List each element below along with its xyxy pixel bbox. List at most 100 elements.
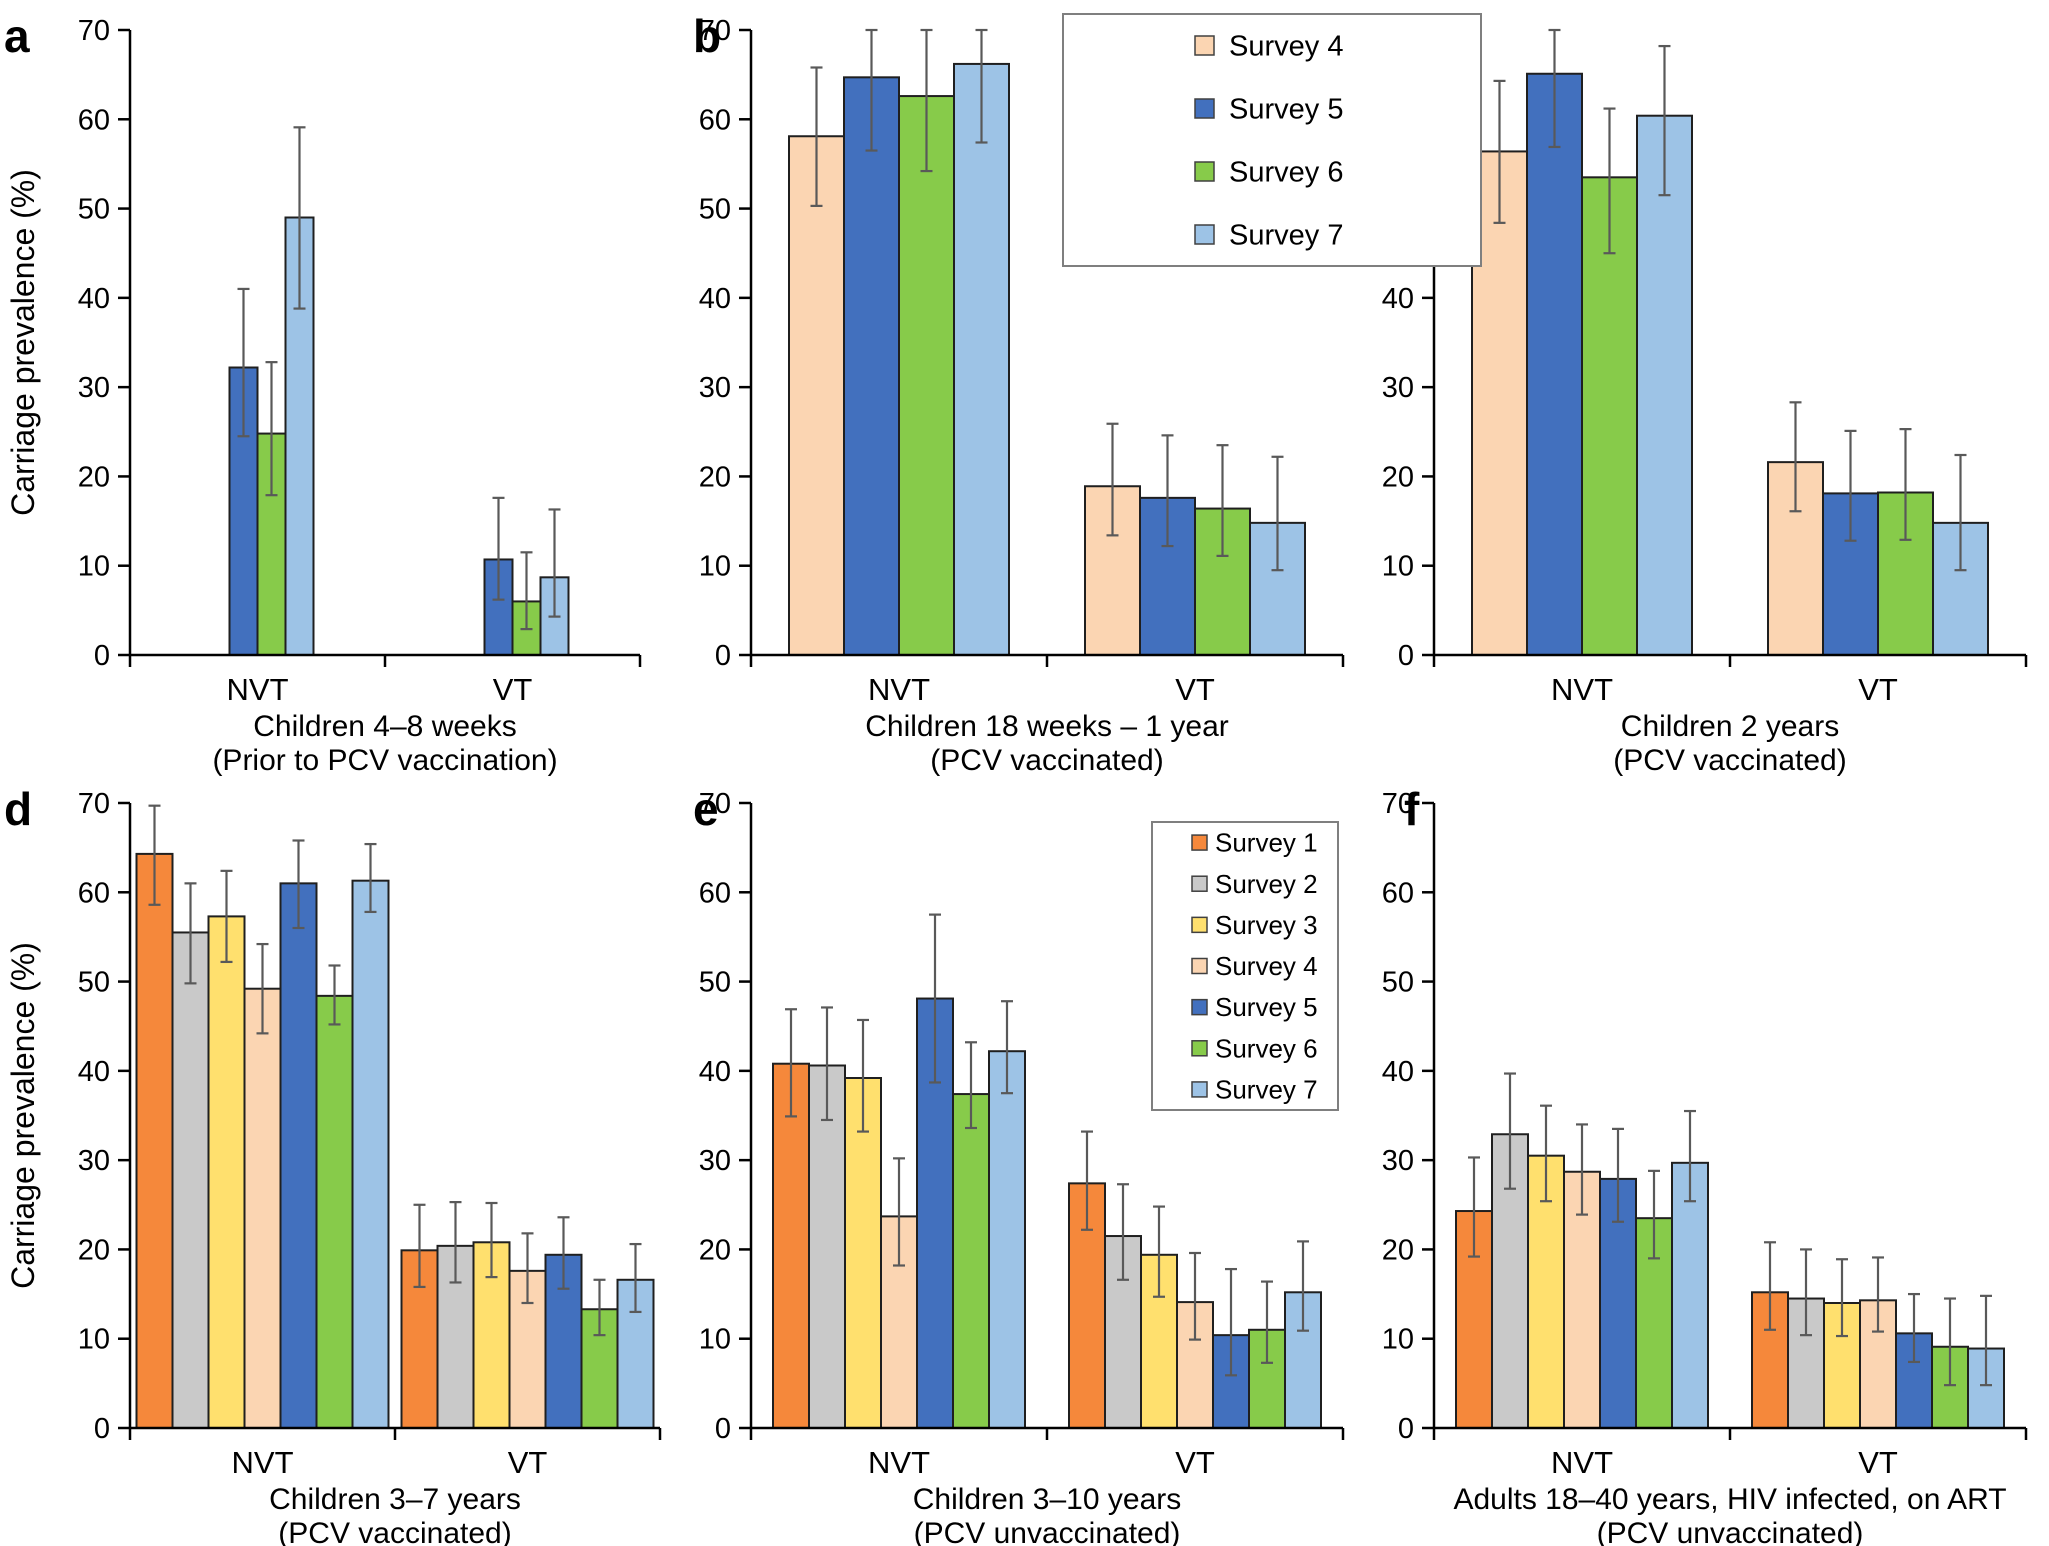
error-bar-f-nvt-survey-6 bbox=[1648, 1169, 1660, 1260]
y-tick-label: 20 bbox=[78, 461, 110, 493]
y-tick-label: 60 bbox=[78, 877, 110, 909]
y-tick-label: 30 bbox=[78, 372, 110, 404]
legend-swatch-survey-4 bbox=[1191, 957, 1208, 975]
panel-d: 0 10 20 30 40 50 60 70 NVT VT Children 3–7 years (P… bbox=[0, 773, 683, 1546]
panel-f-bars bbox=[1455, 1133, 2005, 1429]
legend-swatch-survey-1 bbox=[1191, 834, 1208, 851]
panel-a: 0 10 20 30 40 50 60 70 NVT VT Children 4–8 weeks (P… bbox=[0, 0, 683, 777]
error-bar-f-nvt-survey-5 bbox=[1612, 1127, 1624, 1223]
panel-d-axes bbox=[118, 801, 662, 1440]
y-tick-label: 40 bbox=[1382, 283, 1414, 315]
panel-d-error-bars bbox=[148, 804, 642, 1337]
y-tick-label: 50 bbox=[78, 194, 110, 226]
category-label-d-vt: VT bbox=[508, 1445, 548, 1480]
panel-e-error-bars bbox=[785, 913, 1309, 1377]
error-bar-c-nvt-survey-6 bbox=[1603, 107, 1616, 255]
error-bar-e-vt-survey-7 bbox=[1297, 1240, 1309, 1332]
error-bar-d-vt-survey-1 bbox=[413, 1203, 426, 1289]
y-tick-label: 30 bbox=[699, 1145, 731, 1177]
bar-c-nvt-survey-5 bbox=[1526, 72, 1583, 656]
error-bar-d-nvt-survey-1 bbox=[148, 804, 161, 906]
legend-e: Survey 1 Survey 2 Survey 3 Survey 4 Survey 5… bbox=[1151, 821, 1339, 1111]
y-tick-label: 10 bbox=[78, 1324, 110, 1356]
y-tick-label: 0 bbox=[1398, 640, 1414, 672]
error-bar-f-vt-survey-5 bbox=[1908, 1292, 1920, 1364]
error-bar-c-vt-survey-4 bbox=[1789, 401, 1802, 513]
legend-label-survey-7: Survey 7 bbox=[1229, 220, 1343, 252]
error-bar-b-vt-survey-4 bbox=[1106, 422, 1119, 537]
y-tick-label: 50 bbox=[1382, 967, 1414, 999]
error-bar-f-nvt-survey-1 bbox=[1468, 1156, 1480, 1258]
bar-c-nvt-survey-6 bbox=[1581, 176, 1638, 656]
panel-c-title-line1: Children 2 years bbox=[1621, 710, 1839, 743]
legend-swatch-survey-2 bbox=[1191, 875, 1208, 892]
legend-swatch-survey-4 bbox=[1194, 35, 1215, 56]
bar-b-nvt-survey-4 bbox=[788, 135, 845, 656]
y-tick-label: 20 bbox=[699, 461, 731, 493]
error-bar-b-nvt-survey-5 bbox=[865, 28, 878, 152]
legend-swatch-survey-3 bbox=[1191, 916, 1208, 934]
panel-b-letter: b bbox=[693, 10, 721, 62]
y-tick-label: 10 bbox=[78, 551, 110, 583]
panel-e-title-line2: (PCV unvaccinated) bbox=[914, 1517, 1181, 1546]
error-bar-c-nvt-survey-7 bbox=[1658, 44, 1671, 197]
y-tick-label: 20 bbox=[1382, 1234, 1414, 1266]
panel-a-y-tick-labels: 0 10 20 30 40 50 60 70 bbox=[78, 15, 110, 672]
panel-f-error-bars bbox=[1468, 1072, 1992, 1387]
error-bar-b-vt-survey-7 bbox=[1271, 455, 1284, 572]
y-tick-label: 60 bbox=[699, 104, 731, 136]
y-tick-label: 30 bbox=[1382, 1145, 1414, 1177]
legend-label-survey-3: Survey 3 bbox=[1215, 910, 1318, 940]
legend-box bbox=[1151, 821, 1339, 1111]
error-bar-a-nvt-survey-5 bbox=[237, 287, 250, 438]
error-bar-f-vt-survey-6 bbox=[1944, 1297, 1956, 1387]
y-tick-label: 0 bbox=[1398, 1413, 1414, 1445]
legend-swatch-survey-7 bbox=[1194, 224, 1215, 245]
y-tick-label: 70 bbox=[1382, 788, 1414, 820]
legend-label-survey-7: Survey 7 bbox=[1215, 1075, 1318, 1105]
y-tick-label: 70 bbox=[699, 788, 731, 820]
legend-swatch-survey-5 bbox=[1194, 98, 1215, 119]
error-bar-e-nvt-survey-3 bbox=[857, 1018, 869, 1133]
error-bar-c-vt-survey-6 bbox=[1899, 428, 1912, 541]
panel-f-axes bbox=[1422, 801, 2028, 1440]
error-bar-e-nvt-survey-4 bbox=[893, 1157, 905, 1267]
panel-c-error-bars bbox=[1493, 28, 1967, 572]
error-bar-e-vt-survey-2 bbox=[1117, 1183, 1129, 1281]
error-bar-c-vt-survey-7 bbox=[1954, 453, 1967, 572]
y-tick-label: 0 bbox=[94, 640, 110, 672]
panel-d-title-line1: Children 3–7 years bbox=[269, 1483, 521, 1516]
bar-c-nvt-survey-7 bbox=[1636, 114, 1693, 656]
error-bar-d-nvt-survey-4 bbox=[256, 942, 269, 1035]
bar-b-nvt-survey-6 bbox=[898, 95, 955, 657]
bar-e-nvt-survey-3 bbox=[844, 1077, 882, 1429]
error-bar-a-vt-survey-5 bbox=[492, 496, 505, 601]
category-label-c-vt: VT bbox=[1858, 672, 1898, 707]
error-bar-e-nvt-survey-7 bbox=[1001, 1000, 1013, 1095]
category-label-a-nvt: NVT bbox=[227, 672, 289, 707]
legend-label-survey-2: Survey 2 bbox=[1215, 869, 1318, 899]
panel-a-axes bbox=[118, 28, 642, 667]
panel-b-error-bars bbox=[810, 28, 1284, 572]
panel-f-title-line2: (PCV unvaccinated) bbox=[1597, 1517, 1864, 1546]
legend-label-survey-4: Survey 4 bbox=[1215, 951, 1318, 981]
legend-swatch-survey-6 bbox=[1191, 1040, 1208, 1057]
panel-f-letter: f bbox=[1404, 783, 1420, 835]
error-bar-f-nvt-survey-7 bbox=[1684, 1109, 1696, 1203]
y-tick-label: 0 bbox=[94, 1413, 110, 1445]
legend-label-survey-6: Survey 6 bbox=[1229, 157, 1343, 189]
y-tick-label: 0 bbox=[715, 640, 731, 672]
panel-e-title-line1: Children 3–10 years bbox=[913, 1483, 1182, 1516]
bar-e-nvt-survey-6 bbox=[952, 1093, 990, 1429]
y-tick-label: 10 bbox=[699, 1324, 731, 1356]
panel-a-title-line1: Children 4–8 weeks bbox=[253, 710, 516, 743]
error-bar-f-vt-survey-3 bbox=[1836, 1258, 1848, 1338]
legend-label-survey-4: Survey 4 bbox=[1229, 31, 1343, 63]
panel-d-y-axis-title: Carriage prevalence (%) bbox=[5, 942, 41, 1289]
panel-b-y-tick-labels: 0 10 20 30 40 50 60 70 bbox=[699, 15, 731, 672]
error-bar-f-vt-survey-7 bbox=[1980, 1294, 1992, 1387]
y-tick-label: 10 bbox=[699, 551, 731, 583]
category-label-a-vt: VT bbox=[493, 672, 533, 707]
panel-d-letter: d bbox=[4, 783, 32, 835]
